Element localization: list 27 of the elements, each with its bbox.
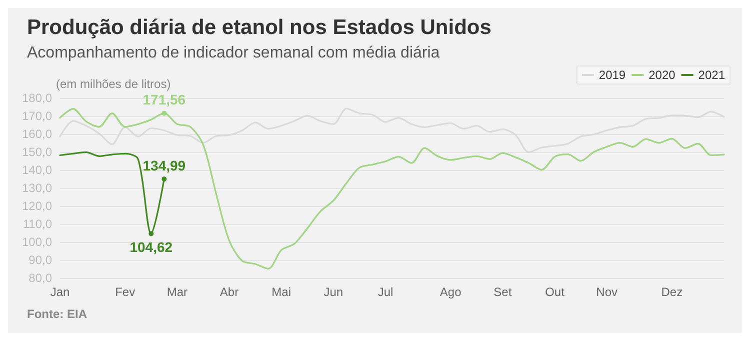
x-tick-label: Mar bbox=[166, 285, 188, 299]
point bbox=[148, 231, 154, 236]
x-tick-label: Jan bbox=[50, 285, 70, 299]
x-tick-label: Nov bbox=[596, 285, 618, 299]
x-tick-label: Jul bbox=[378, 285, 394, 299]
x-tick-label: Abr bbox=[220, 285, 239, 299]
x-tick-label: Dez bbox=[661, 285, 683, 299]
x-tick-label: Set bbox=[494, 285, 512, 299]
point bbox=[162, 176, 167, 182]
source-note: Fonte: EIA bbox=[27, 307, 88, 321]
x-tick-label: Fev bbox=[115, 285, 136, 299]
x-tick-label: Jun bbox=[324, 285, 344, 299]
x-tick-label: Ago bbox=[440, 285, 462, 299]
y-axis-title: (em milhões de litros) bbox=[56, 77, 171, 91]
data-label: 171,56 bbox=[142, 92, 186, 108]
legend-label: 2021 bbox=[698, 68, 726, 82]
data-label: 134,99 bbox=[142, 158, 186, 174]
x-tick-label: Mai bbox=[272, 285, 292, 299]
chart-title: Produção diária de etanol nos Estados Unidos bbox=[27, 16, 492, 39]
legend-label: 2020 bbox=[648, 68, 676, 82]
x-tick-label: Out bbox=[545, 285, 566, 299]
line-series bbox=[59, 108, 725, 270]
line-series bbox=[59, 108, 725, 153]
data-label: 104,62 bbox=[130, 239, 173, 256]
point bbox=[162, 110, 167, 116]
chart-subtitle: Acompanhamento de indicador semanal com média diária bbox=[27, 44, 440, 62]
legend-label: 2019 bbox=[598, 68, 626, 82]
